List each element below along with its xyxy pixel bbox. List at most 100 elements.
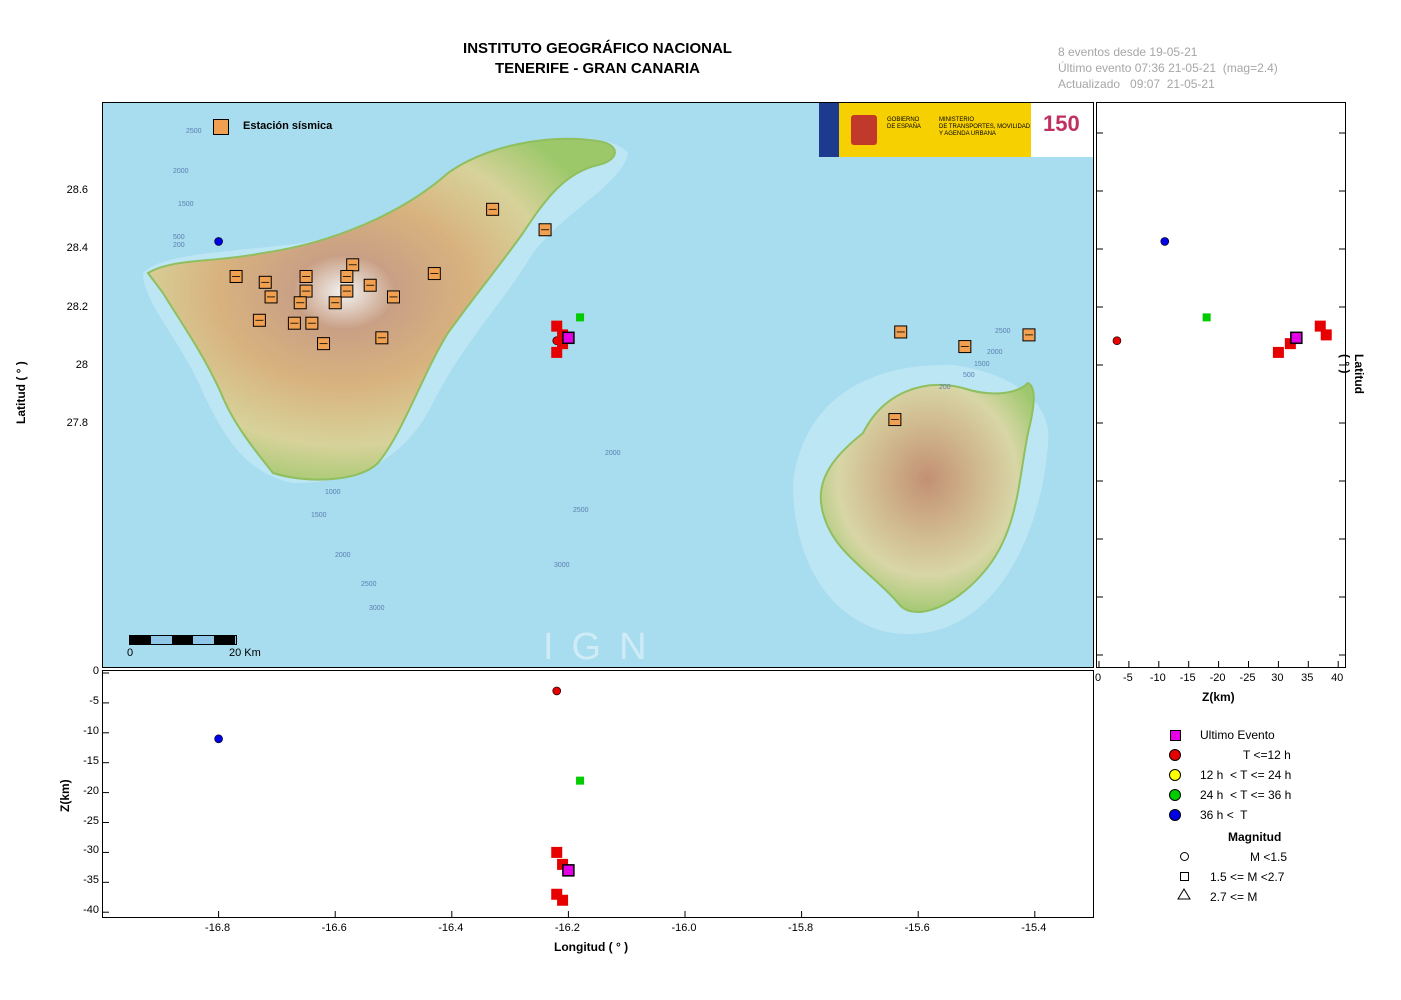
event-layer-bottom	[214, 686, 585, 906]
depth-label: 1500	[311, 512, 327, 519]
longitude-tick-label: -16.8	[205, 922, 231, 934]
z-right-tick-label: -10	[1149, 672, 1166, 684]
tenerife-island	[146, 137, 616, 481]
event-marker[interactable]	[1314, 320, 1326, 332]
scale-bar	[129, 635, 237, 645]
z-right-tick-label: -15	[1179, 672, 1196, 684]
event-marker[interactable]	[1160, 237, 1170, 246]
event-layer-right	[1112, 237, 1332, 358]
depth-label: 2500	[361, 581, 377, 588]
latitude-axis-title: Latitud ( ° )	[14, 361, 28, 424]
depth-label: 3000	[369, 605, 385, 612]
depth-label: 2500	[573, 507, 589, 514]
map-canvas: 2500 2000 1500 500 200 1000 1500 2000 25…	[103, 103, 1093, 667]
longitude-depth-panel[interactable]	[102, 670, 1094, 918]
last-event-marker[interactable]	[1290, 331, 1303, 345]
longitude-tick-label: -16.6	[321, 922, 347, 934]
legend-t36-label: 24 h < T <= 36 h	[1200, 788, 1292, 802]
last-event-marker[interactable]	[562, 864, 575, 877]
event-marker[interactable]	[557, 894, 569, 906]
event-marker[interactable]	[551, 320, 563, 332]
station-layer	[229, 202, 1036, 427]
ign-watermark: IGN	[543, 626, 665, 667]
last-event-marker[interactable]	[562, 331, 575, 345]
longitude-tick-label: -16.0	[671, 922, 697, 934]
legend-m2-label: 1.5 <= M <2.7	[1210, 870, 1285, 884]
event-marker[interactable]	[551, 846, 563, 858]
depth-label: 2000	[605, 450, 621, 457]
legend-t12-icon	[1169, 749, 1181, 761]
ministerio-text: MINISTERIO DE TRANSPORTES, MOVILIDAD Y AGE…	[939, 117, 1031, 137]
scale-end-label: 20 Km	[229, 647, 261, 659]
z-right-tick-label: 0	[1094, 672, 1102, 684]
legend-ultimo-label: Ultimo Evento	[1200, 728, 1275, 742]
z-right-tick-label: -20	[1209, 672, 1226, 684]
event-marker[interactable]	[1272, 346, 1284, 358]
z-bottom-tick-label: -35	[83, 874, 99, 887]
longitude-tick-label: -16.4	[438, 922, 464, 934]
event-layer-map	[214, 237, 585, 358]
longitude-tick-label: -16.2	[554, 922, 580, 934]
gran-canaria-island	[819, 381, 1035, 613]
latitude-tick-label: 28.6	[66, 183, 88, 196]
title-line-2: TENERIFE - GRAN CANARIA	[495, 60, 700, 77]
legend-magnitud-title: Magnitud	[1228, 830, 1282, 844]
event-marker[interactable]	[1112, 336, 1122, 346]
info-last-event: Último evento 07:36 21-05-21 (mag=2.4)	[1058, 61, 1278, 75]
latitude-tick-label: 28.4	[66, 242, 88, 255]
ministry-banner: GOBIERNO DE ESPAÑA MINISTERIO DE TRANSPORT…	[839, 103, 1031, 157]
longitude-tick-label: -15.6	[904, 922, 930, 934]
depth-label: 2000	[173, 168, 189, 175]
depth-label: 1500	[974, 361, 990, 368]
event-marker[interactable]	[576, 313, 585, 322]
longitude-axis-title: Longitud ( ° )	[554, 940, 629, 954]
legend-triangle-icon	[1177, 888, 1191, 900]
station-legend-icon	[213, 119, 229, 135]
title-line-1: INSTITUTO GEOGRÁFICO NACIONAL	[463, 40, 732, 57]
legend-t12-label: T <=12 h	[1243, 748, 1291, 762]
latitude-tick-label: 28.2	[66, 300, 88, 313]
gobierno-text: GOBIERNO DE ESPAÑA	[887, 117, 921, 130]
legend-circle-icon	[1180, 852, 1189, 861]
longitude-tick-label: -15.8	[788, 922, 814, 934]
z-right-tick-label: -25	[1239, 672, 1256, 684]
z-right-tick-label: 30	[1271, 672, 1284, 684]
z-bottom-tick-label: -10	[83, 724, 99, 737]
bottom-ticks	[103, 672, 1036, 917]
z-axis-title-bottom: Z(km)	[58, 779, 72, 812]
event-marker[interactable]	[551, 346, 563, 358]
legend-m3-label: 2.7 <= M	[1210, 890, 1258, 904]
z-right-tick-label: 40	[1331, 672, 1344, 684]
z-bottom-tick-label: 0	[92, 665, 99, 677]
info-event-count: 8 eventos desde 19-05-21	[1058, 45, 1198, 59]
z-bottom-tick-label: -5	[89, 694, 99, 707]
event-marker[interactable]	[552, 686, 562, 696]
latitude-depth-panel[interactable]	[1096, 102, 1346, 668]
depth-label: 2000	[987, 349, 1003, 356]
scale-start-label: 0	[127, 647, 134, 659]
legend-t36-icon	[1169, 789, 1181, 801]
z-bottom-tick-label: -40	[83, 904, 99, 917]
event-marker[interactable]	[1202, 313, 1211, 322]
event-marker[interactable]	[214, 237, 223, 246]
depth-label: 500	[963, 372, 975, 379]
depth-label: 1000	[325, 489, 341, 496]
legend-t24-label: 12 h < T <= 24 h	[1200, 768, 1292, 782]
coat-of-arms-icon	[851, 115, 877, 145]
legend-square-icon	[1180, 872, 1189, 881]
event-marker[interactable]	[576, 776, 585, 785]
event-marker[interactable]	[551, 888, 563, 900]
event-marker[interactable]	[1320, 329, 1332, 341]
z-bottom-tick-label: -25	[83, 814, 99, 827]
right-ticks	[1097, 132, 1345, 667]
map-panel[interactable]: 2500 2000 1500 500 200 1000 1500 2000 25…	[102, 102, 1094, 668]
z-bottom-tick-label: -15	[83, 754, 99, 767]
depth-label: 3000	[554, 562, 570, 569]
info-updated: Actualizado 09:07 21-05-21	[1058, 77, 1215, 91]
latitude-tick-label: 28	[75, 359, 88, 371]
depth-label: 2500	[995, 328, 1011, 335]
depth-label: 1500	[178, 201, 194, 208]
longitude-tick-label: -15.4	[1021, 922, 1047, 934]
z-axis-title-right: Z(km)	[1202, 690, 1235, 704]
event-marker[interactable]	[214, 734, 223, 744]
